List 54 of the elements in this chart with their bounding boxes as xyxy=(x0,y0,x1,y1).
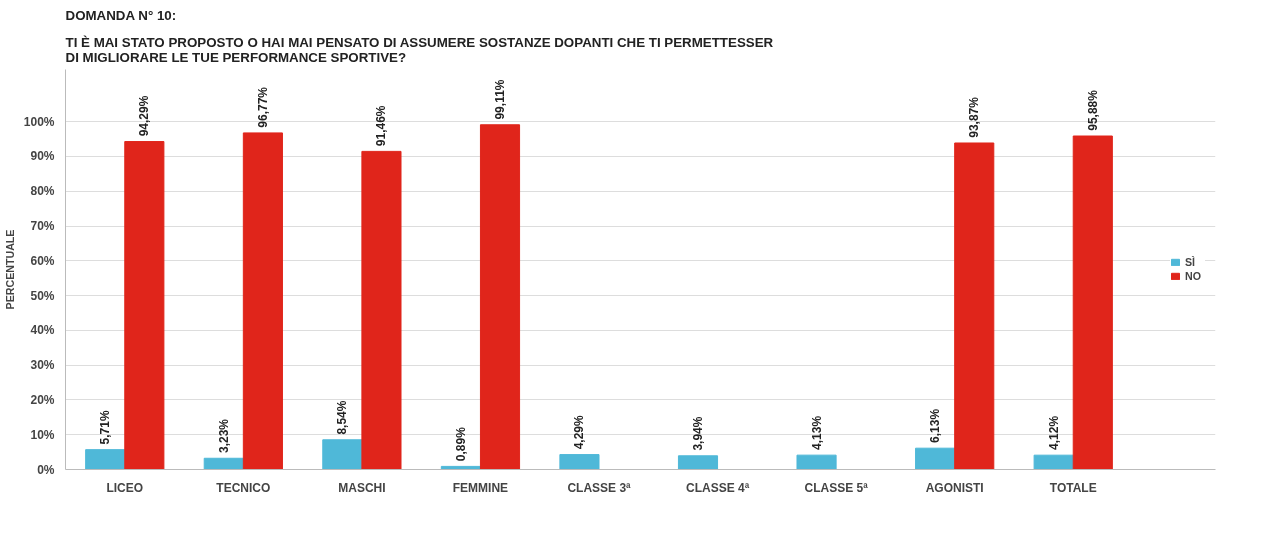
y-tick-label: 20% xyxy=(30,392,55,407)
y-axis-title: PERCENTUALE xyxy=(3,229,16,310)
bar xyxy=(124,141,165,470)
x-tick-label: CLASSE 4ª xyxy=(686,480,750,495)
x-tick-label: CLASSE 3ª xyxy=(567,480,632,495)
x-tick-label: TECNICO xyxy=(216,480,271,495)
data-label: 94,29% xyxy=(137,95,152,137)
bar xyxy=(796,454,837,470)
x-tick-label: AGONISTI xyxy=(925,480,984,495)
y-tick-label: 50% xyxy=(30,288,55,303)
bar xyxy=(361,150,402,470)
bar xyxy=(954,142,995,470)
y-tick-label: 0% xyxy=(37,462,55,477)
data-label: 93,87% xyxy=(967,96,982,138)
chart-title: DOMANDA N° 10: xyxy=(65,7,177,23)
bar xyxy=(242,132,283,470)
bar xyxy=(915,447,956,470)
data-label: 4,12% xyxy=(1046,415,1061,450)
x-tick-label: FEMMINE xyxy=(452,480,509,495)
y-tick-label: 80% xyxy=(30,184,55,199)
bar xyxy=(677,455,719,470)
data-label: 99,11% xyxy=(493,79,508,120)
bar xyxy=(203,457,244,470)
data-label: 3,23% xyxy=(216,418,231,454)
data-label: 4,13% xyxy=(809,415,824,450)
data-label: 91,46% xyxy=(374,105,389,147)
data-label: 8,54% xyxy=(335,400,350,435)
y-tick-label: 10% xyxy=(30,427,55,442)
bar xyxy=(479,124,521,470)
bar xyxy=(1072,135,1113,470)
y-tick-label: 90% xyxy=(30,149,55,164)
bar xyxy=(1033,454,1074,470)
y-tick-label: 30% xyxy=(30,358,55,373)
x-tick-label: LICEO xyxy=(106,480,144,495)
y-tick-label: 60% xyxy=(30,253,55,268)
bar xyxy=(85,449,126,470)
data-label: 6,13% xyxy=(928,408,943,443)
x-tick-label: MASCHI xyxy=(338,480,386,495)
y-tick-label: 100% xyxy=(23,114,55,129)
data-label: 3,94% xyxy=(691,416,705,451)
legend-label: SÌ xyxy=(1185,256,1197,268)
bar xyxy=(322,439,363,470)
y-tick-label: 70% xyxy=(30,219,55,234)
bar xyxy=(559,454,600,470)
y-tick-label: 40% xyxy=(30,323,55,338)
data-label: 95,88% xyxy=(1085,89,1100,131)
data-label: 0,89% xyxy=(453,426,468,462)
data-label: 4,29% xyxy=(572,415,587,450)
legend-label: NO xyxy=(1185,270,1202,282)
data-label: 96,77% xyxy=(255,86,270,128)
x-tick-label: CLASSE 5ª xyxy=(804,480,869,495)
x-tick-label: TOTALE xyxy=(1049,480,1097,495)
data-label: 5,71% xyxy=(98,410,113,445)
chart-subtitle: TI È MAI STATO PROPOSTO O HAI MAI PENSATO DI ASSUMERE SOSTANZE DOPANTI CHE TI PERMETTESSER DI MIGLIORARE LE TUE PERFORMANCE SPORTIVE? xyxy=(65,34,774,65)
